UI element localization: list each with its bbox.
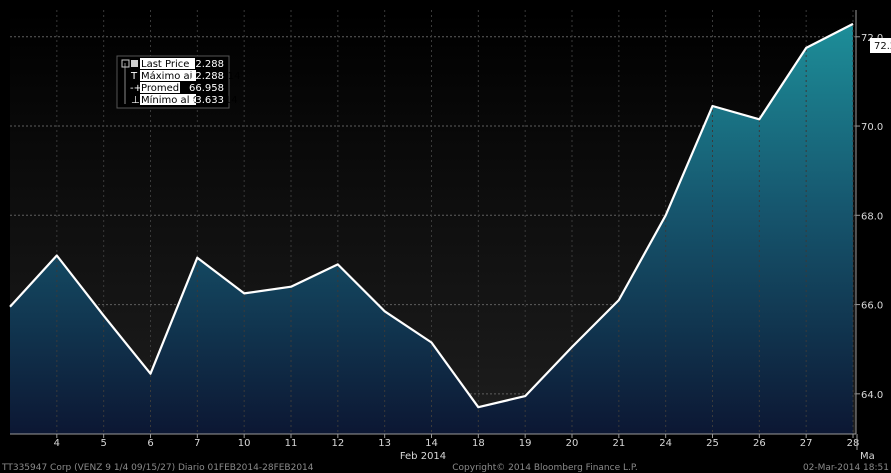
next-month-label: Ma	[860, 451, 875, 462]
series-line-last-price	[9, 22, 854, 409]
x-tick-label: 14	[425, 438, 438, 449]
x-tick-label: 18	[472, 438, 485, 449]
x-tick-label: 5	[100, 438, 106, 449]
legend-marker-avg-icon: -+-	[130, 83, 146, 94]
svg-text:72.2: 72.2	[874, 41, 891, 52]
legend-item-promedio: -+- Promedio 66.958	[130, 82, 224, 94]
x-tick-label: 24	[659, 438, 672, 449]
x-axis-title: Feb 2014	[400, 451, 446, 462]
x-tick-label: 26	[753, 438, 766, 449]
x-tick-label: 6	[147, 438, 153, 449]
x-tick-label: 25	[706, 438, 719, 449]
y-tick-label: 70.0	[861, 122, 883, 133]
legend-value-minimo: 63.633	[189, 95, 224, 106]
legend-marker-high-icon: T	[130, 71, 138, 82]
legend-marker-low-icon: ⊥	[131, 95, 140, 106]
legend-value-maximo: 72.288	[189, 71, 224, 82]
vertical-gridlines	[56, 10, 854, 434]
x-tick-label: 21	[612, 438, 625, 449]
x-tick-label: 19	[519, 438, 532, 449]
x-axis-ticks: 4 5 6 7 10 11 12 13 14 18 19 20 21 24 25 26 27 28	[54, 434, 860, 450]
last-value-flag: 72.2	[870, 38, 891, 53]
legend-label-maximo: Máximo al 02/28/14	[141, 70, 241, 82]
x-tick-label: 27	[800, 438, 813, 449]
x-tick-label: 28	[847, 438, 860, 449]
x-tick-label: 11	[285, 438, 298, 449]
legend-value-promedio: 66.958	[189, 83, 224, 94]
legend-label-promedio: Promedio	[141, 83, 188, 94]
x-tick-label: 13	[378, 438, 391, 449]
legend-label-last-price: Last Price	[141, 59, 189, 70]
footer-timestamp: 02-Mar-2014 18:51	[803, 463, 889, 473]
x-tick-label: 7	[194, 438, 200, 449]
x-tick-label: 20	[566, 438, 579, 449]
legend-item-maximo: T Máximo al 02/28/14 72.288	[130, 70, 241, 82]
x-tick-label: 12	[331, 438, 344, 449]
footer-copyright: Copyright© 2014 Bloomberg Finance L.P.	[452, 463, 637, 473]
y-tick-label: 64.0	[861, 390, 883, 401]
legend: Last Price 72.288 T Máximo al 02/28/14 7…	[116, 55, 241, 109]
legend-marker-square-icon	[121, 59, 130, 68]
x-tick-label: 10	[238, 438, 251, 449]
series-area	[10, 23, 853, 435]
y-tick-label: 68.0	[861, 211, 883, 222]
y-tick-label: 66.0	[861, 301, 883, 312]
legend-label-minimo: Mínimo al 02/18/14	[141, 94, 238, 106]
legend-value-last-price: 72.288	[189, 59, 224, 70]
x-tick-label: 4	[54, 438, 60, 449]
footer-source: TT335947 Corp (VENZ 9 1/4 09/15/27) Diar…	[1, 463, 314, 473]
legend-item-last-price: Last Price 72.288	[121, 58, 224, 70]
legend-item-minimo: ⊥ Mínimo al 02/18/14 63.633	[131, 94, 238, 106]
